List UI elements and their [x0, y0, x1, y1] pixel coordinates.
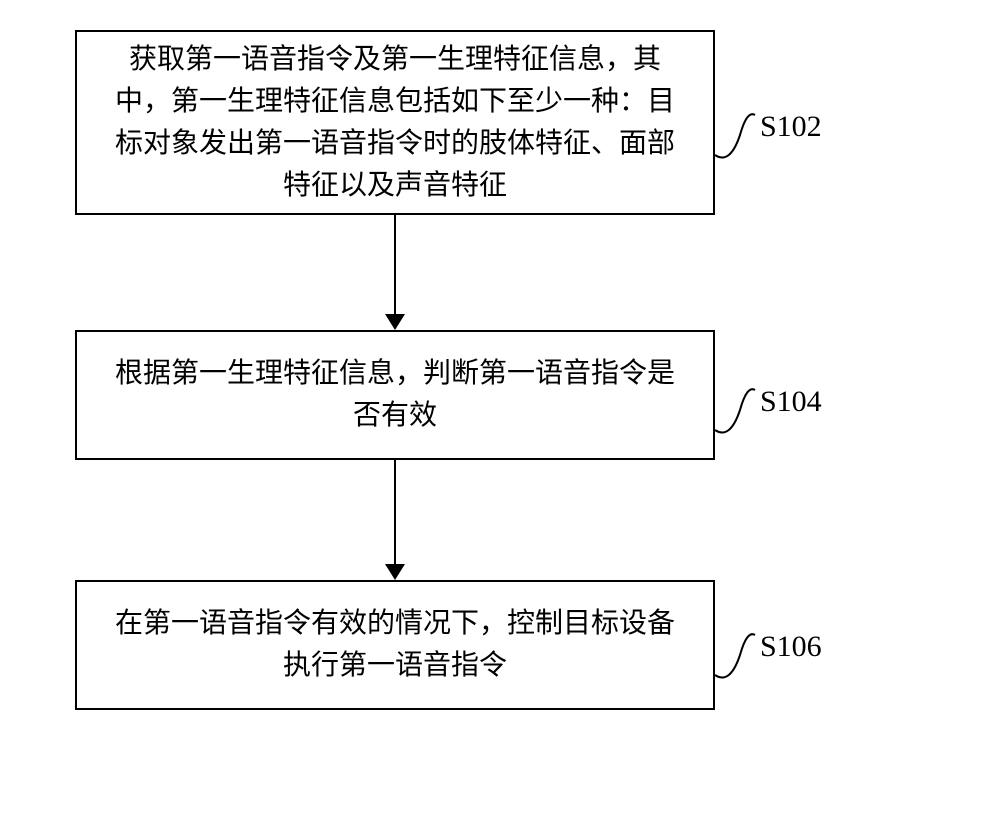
arrow-2-3: [385, 564, 405, 580]
flowchart-step2-text: 根据第一生理特征信息，判断第一语音指令是否有效: [102, 353, 688, 437]
flowchart-step2-box: 根据第一生理特征信息，判断第一语音指令是否有效: [75, 330, 715, 460]
label-connector-3: [715, 620, 765, 695]
flowchart-step1-box: 获取第一语音指令及第一生理特征信息，其中，第一生理特征信息包括如下至少一种：目标…: [75, 30, 715, 215]
flowchart-step1-label: S102: [760, 110, 822, 144]
flowchart-container: 获取第一语音指令及第一生理特征信息，其中，第一生理特征信息包括如下至少一种：目标…: [0, 0, 1000, 825]
flowchart-step1-text: 获取第一语音指令及第一生理特征信息，其中，第一生理特征信息包括如下至少一种：目标…: [102, 39, 688, 207]
label-connector-2: [715, 375, 765, 450]
flowchart-step3-label: S106: [760, 630, 822, 664]
flowchart-step3-box: 在第一语音指令有效的情况下，控制目标设备执行第一语音指令: [75, 580, 715, 710]
connector-2-3: [394, 460, 396, 564]
arrow-1-2: [385, 314, 405, 330]
label-connector-1: [715, 100, 765, 175]
flowchart-step3-text: 在第一语音指令有效的情况下，控制目标设备执行第一语音指令: [102, 603, 688, 687]
connector-1-2: [394, 215, 396, 314]
flowchart-step2-label: S104: [760, 385, 822, 419]
